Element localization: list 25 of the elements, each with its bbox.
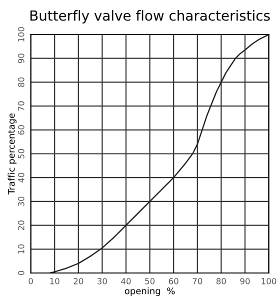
x-tick-label: 60: [168, 278, 178, 284]
y-tick-label: 50: [18, 149, 24, 158]
x-tick-label: 80: [216, 278, 226, 284]
y-tick-label: 90: [18, 54, 24, 64]
y-tick-label: 100: [18, 27, 24, 42]
x-tick-label: 20: [74, 278, 84, 284]
chart-title: Butterfly valve flow characteristics: [30, 10, 270, 24]
y-tick-label: 40: [18, 172, 24, 182]
x-tick-label: 70: [192, 278, 202, 284]
y-tick-label: 10: [18, 244, 24, 254]
y-tick-label: 60: [18, 125, 24, 135]
x-tick-label: 40: [121, 278, 131, 284]
x-tick-label: 10: [50, 278, 60, 284]
y-tick-label: 70: [18, 101, 24, 111]
x-tick-label: 50: [145, 278, 155, 284]
x-axis-title: opening %: [124, 287, 175, 296]
y-tick-label: 80: [18, 77, 24, 87]
x-tick-label: 0: [28, 278, 33, 284]
x-tick-label: 30: [98, 278, 107, 284]
y-axis-title: Traffic percentage: [8, 113, 16, 195]
x-tick-label: 90: [240, 278, 250, 284]
y-tick-label: 30: [18, 196, 24, 206]
y-tick-label: 20: [18, 220, 24, 230]
y-tick-label: 0: [18, 270, 24, 276]
x-tick-label: 100: [262, 278, 276, 284]
